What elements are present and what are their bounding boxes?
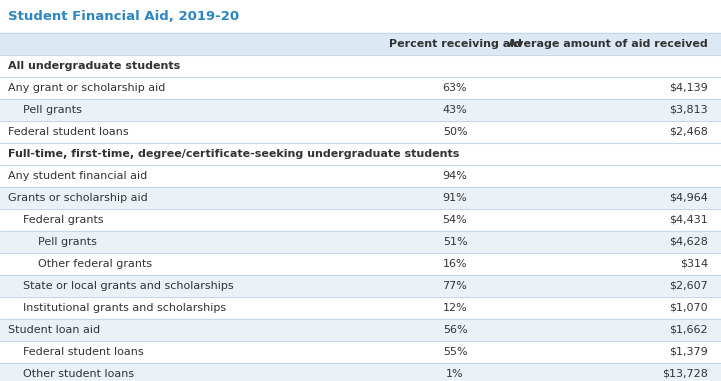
Text: 63%: 63% — [443, 83, 467, 93]
Text: $3,813: $3,813 — [669, 105, 708, 115]
Text: $4,431: $4,431 — [669, 215, 708, 225]
Text: 56%: 56% — [443, 325, 467, 335]
Text: 55%: 55% — [443, 347, 467, 357]
Text: $4,139: $4,139 — [669, 83, 708, 93]
Text: 51%: 51% — [443, 237, 467, 247]
Text: Average amount of aid received: Average amount of aid received — [508, 39, 708, 49]
Text: 50%: 50% — [443, 127, 467, 137]
Text: Any student financial aid: Any student financial aid — [8, 171, 147, 181]
Text: Student Financial Aid, 2019-20: Student Financial Aid, 2019-20 — [8, 10, 239, 23]
Text: 77%: 77% — [443, 281, 467, 291]
Text: $2,468: $2,468 — [669, 127, 708, 137]
Text: $1,379: $1,379 — [669, 347, 708, 357]
Text: 43%: 43% — [443, 105, 467, 115]
Text: Institutional grants and scholarships: Institutional grants and scholarships — [23, 303, 226, 313]
Text: State or local grants and scholarships: State or local grants and scholarships — [23, 281, 234, 291]
Text: $13,728: $13,728 — [662, 369, 708, 379]
Text: $1,070: $1,070 — [669, 303, 708, 313]
Text: Federal student loans: Federal student loans — [23, 347, 143, 357]
Text: $1,662: $1,662 — [669, 325, 708, 335]
Text: Federal grants: Federal grants — [23, 215, 104, 225]
Text: 1%: 1% — [446, 369, 464, 379]
Text: $2,607: $2,607 — [669, 281, 708, 291]
Text: Grants or scholarship aid: Grants or scholarship aid — [8, 193, 148, 203]
Text: Any grant or scholarship aid: Any grant or scholarship aid — [8, 83, 165, 93]
Text: $4,964: $4,964 — [669, 193, 708, 203]
Text: 94%: 94% — [443, 171, 467, 181]
Text: $4,628: $4,628 — [669, 237, 708, 247]
Text: Federal student loans: Federal student loans — [8, 127, 128, 137]
Text: Other federal grants: Other federal grants — [38, 259, 152, 269]
Text: Percent receiving aid: Percent receiving aid — [389, 39, 521, 49]
Text: 54%: 54% — [443, 215, 467, 225]
Text: 12%: 12% — [443, 303, 467, 313]
Text: Pell grants: Pell grants — [23, 105, 82, 115]
Text: Full-time, first-time, degree/certificate-seeking undergraduate students: Full-time, first-time, degree/certificat… — [8, 149, 459, 159]
Text: 16%: 16% — [443, 259, 467, 269]
Text: Pell grants: Pell grants — [38, 237, 97, 247]
Text: All undergraduate students: All undergraduate students — [8, 61, 180, 71]
Text: 91%: 91% — [443, 193, 467, 203]
Text: Other student loans: Other student loans — [23, 369, 134, 379]
Text: Student loan aid: Student loan aid — [8, 325, 100, 335]
Text: $314: $314 — [680, 259, 708, 269]
